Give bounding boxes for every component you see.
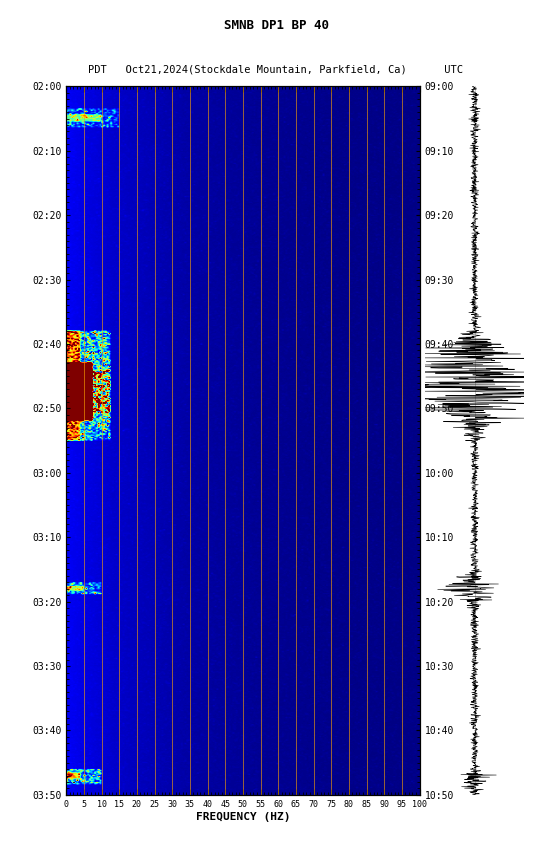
Text: SMNB DP1 BP 40: SMNB DP1 BP 40 [224, 19, 328, 33]
Text: PDT   Oct21,2024(Stockdale Mountain, Parkfield, Ca)      UTC: PDT Oct21,2024(Stockdale Mountain, Parkf… [88, 64, 464, 74]
X-axis label: FREQUENCY (HZ): FREQUENCY (HZ) [195, 811, 290, 822]
